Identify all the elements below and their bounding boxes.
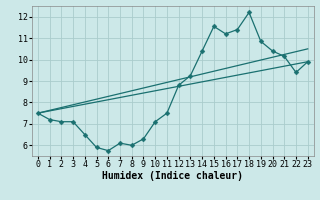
X-axis label: Humidex (Indice chaleur): Humidex (Indice chaleur) (102, 171, 243, 181)
